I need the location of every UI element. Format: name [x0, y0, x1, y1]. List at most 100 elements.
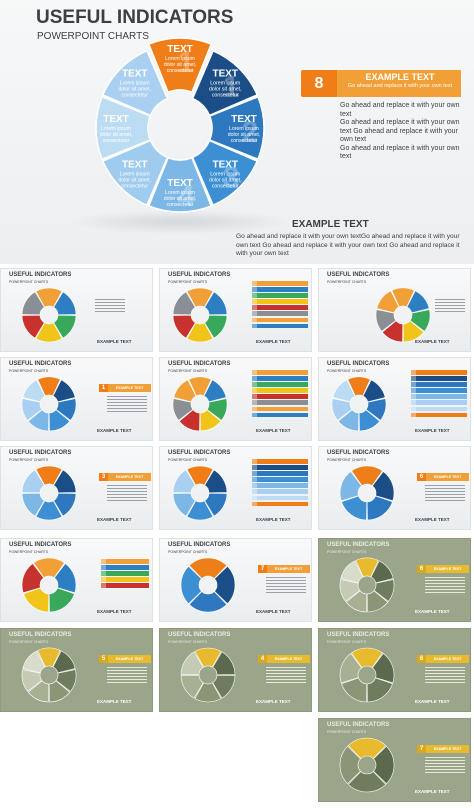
slide-thumbnail[interactable]: USEFUL INDICATORS POWERPOINT CHARTS 1 EXAMP…	[0, 357, 153, 441]
thumbnail-wheel-segment	[37, 647, 61, 668]
thumbnail-title: USEFUL INDICATORS	[327, 361, 390, 367]
thumbnail-wheel-segment	[366, 495, 393, 521]
slide-thumbnail[interactable]: USEFUL INDICATORS POWERPOINT CHARTS EXAMPL…	[159, 446, 312, 530]
slide-thumbnail[interactable]: USEFUL INDICATORS POWERPOINT CHARTS 4 EXAMP…	[159, 628, 312, 712]
slide-thumbnail[interactable]: USEFUL INDICATORS POWERPOINT CHARTS 3 EXAMP…	[0, 446, 153, 530]
thumbnail-bar	[411, 400, 467, 405]
thumbnail-wheel-segment	[339, 745, 361, 785]
thumbnail-wheel	[21, 287, 77, 343]
slide-thumbnail[interactable]: USEFUL INDICATORS POWERPOINT CHARTS EXAMPL…	[0, 268, 153, 352]
thumbnail-wheel-segment	[21, 398, 43, 421]
segment-body: Lorem ipsum	[120, 171, 150, 177]
wheel-segment-shape	[147, 37, 213, 94]
thumbnail-subtitle: POWERPOINT CHARTS	[9, 280, 49, 284]
thumbnail-bar	[252, 501, 308, 507]
thumbnail-bar	[411, 394, 467, 399]
thumbnail-bar-list	[101, 559, 149, 589]
thumbnail-wheel-segment	[194, 682, 222, 703]
slide-thumbnail[interactable]: USEFUL INDICATORS POWERPOINT CHARTS EXAMPL…	[318, 357, 471, 441]
thumbnail-callout-number: 1	[99, 384, 108, 392]
thumbnail-wheel-segment	[341, 677, 368, 703]
thumbnail-bar	[101, 577, 149, 582]
hero-example-body: Go ahead and replace it with your own te…	[236, 233, 460, 257]
slide-thumbnail[interactable]: USEFUL INDICATORS POWERPOINT CHARTS 5 EXAMP…	[0, 628, 153, 712]
segment-body: Lorem ipsum	[165, 190, 195, 196]
thumbnail-text-lines	[266, 667, 306, 685]
thumbnail-title: USEFUL INDICATORS	[327, 450, 390, 456]
thumbnail-title: USEFUL INDICATORS	[327, 722, 390, 728]
slide-thumbnail[interactable]: USEFUL INDICATORS POWERPOINT CHARTS 6 EXAMP…	[318, 538, 471, 622]
thumbnail-wheel	[339, 647, 395, 703]
slide-thumbnail[interactable]: USEFUL INDICATORS POWERPOINT CHARTS EXAMPL…	[0, 538, 153, 622]
thumbnail-wheel-segment	[188, 591, 228, 613]
thumbnail-example-text: EXAMPLE TEXT	[415, 517, 450, 522]
thumbnail-wheel-segment	[373, 745, 395, 785]
thumbnail-bar	[252, 388, 308, 393]
thumbnail-wheel-segment	[22, 379, 46, 403]
wheel-segment-shape	[208, 95, 265, 161]
thumbnail-wheel-segment	[180, 565, 202, 605]
thumbnail-wheel-segment	[339, 653, 362, 684]
slide-thumbnail[interactable]: USEFUL INDICATORS POWERPOINT CHARTS 7 EXAMP…	[318, 718, 471, 802]
thumbnail-callout-label: EXAMPLE TEXT	[108, 384, 151, 392]
thumbnail-wheel-segment	[358, 409, 381, 432]
thumbnail-wheel-segment	[186, 465, 214, 486]
thumbnail-wheel-segment	[172, 398, 194, 421]
thumbnail-wheel-segment	[180, 651, 204, 676]
thumbnail-bar	[411, 370, 467, 375]
thumbnail-example-text: EXAMPLE TEXT	[97, 609, 132, 614]
thumbnail-subtitle: POWERPOINT CHARTS	[9, 550, 49, 554]
segment-body: Lorem ipsum	[210, 81, 240, 87]
thumbnail-wheel-segment	[21, 563, 44, 594]
thumbnail-bar	[252, 382, 308, 387]
thumbnail-title: USEFUL INDICATORS	[9, 361, 72, 367]
thumbnail-callout: 6 EXAMPLE TEXT	[417, 655, 469, 663]
segment-body: dolor sit amet,	[118, 87, 151, 93]
slide-thumbnail[interactable]: USEFUL INDICATORS POWERPOINT CHARTS EXAMPL…	[159, 357, 312, 441]
slide-thumbnail[interactable]: USEFUL INDICATORS POWERPOINT CHARTS 6 EXAMP…	[318, 446, 471, 530]
thumbnail-wheel-segment	[373, 579, 395, 602]
thumbnail-bar	[411, 388, 467, 393]
slide-thumbnail[interactable]: USEFUL INDICATORS POWERPOINT CHARTS 7 EXAMP…	[159, 538, 312, 622]
thumbnail-wheel-segment	[21, 291, 45, 316]
callout-body: Go ahead and replace it with your own te…	[340, 102, 462, 162]
thumbnail-title: USEFUL INDICATORS	[327, 542, 390, 548]
thumbnail-callout: 7 EXAMPLE TEXT	[417, 745, 469, 753]
thumbnail-wheel-segment	[35, 465, 63, 486]
slide-thumbnail[interactable]: USEFUL INDICATORS POWERPOINT CHARTS EXAMPL…	[159, 268, 312, 352]
thumbnail-bar	[252, 412, 308, 418]
thumbnail-wheel-segment	[48, 409, 71, 432]
thumbnail-wheel-segment	[53, 314, 77, 339]
thumbnail-wheel-segment	[21, 469, 45, 494]
thumbnail-bar	[101, 571, 149, 576]
thumbnail-wheel-segment	[339, 579, 361, 602]
thumbnail-bar	[252, 323, 308, 329]
thumbnail-title: USEFUL INDICATORS	[327, 272, 390, 278]
thumbnail-wheel-segment	[391, 287, 415, 308]
wheel-shadow	[70, 210, 290, 234]
thumbnail-wheel-segment	[186, 287, 214, 308]
thumbnail-wheel-segment	[402, 320, 425, 343]
thumbnail-wheel-segment	[35, 287, 63, 308]
thumbnail-callout-label: EXAMPLE TEXT	[267, 565, 310, 573]
thumbnail-wheel	[21, 465, 77, 521]
slide-thumbnail[interactable]: USEFUL INDICATORS POWERPOINT CHARTS EXAMPL…	[318, 268, 471, 352]
thumbnail-wheel	[172, 465, 228, 521]
thumbnail-bar	[252, 287, 308, 292]
thumbnail-wheel-segment	[172, 469, 196, 494]
thumbnail-subtitle: POWERPOINT CHARTS	[327, 369, 367, 373]
slide-thumbnail[interactable]: USEFUL INDICATORS POWERPOINT CHARTS 6 EXAMP…	[318, 628, 471, 712]
thumbnail-bar	[252, 489, 308, 494]
thumbnail-wheel-segment	[347, 376, 371, 397]
thumbnail-wheel-segment	[204, 492, 228, 517]
thumbnail-wheel-segment	[55, 669, 77, 692]
segment-label: TEXT	[167, 44, 193, 55]
thumbnail-bar-list	[252, 281, 308, 330]
thumbnail-callout: 4 EXAMPLE TEXT	[258, 655, 310, 663]
thumbnail-title: USEFUL INDICATORS	[168, 272, 231, 278]
segment-body: consectetur	[167, 202, 194, 208]
wheel-segment-shape	[95, 95, 152, 161]
thumbnail-wheel-segment	[180, 674, 204, 699]
segment-label: TEXT	[167, 178, 193, 189]
